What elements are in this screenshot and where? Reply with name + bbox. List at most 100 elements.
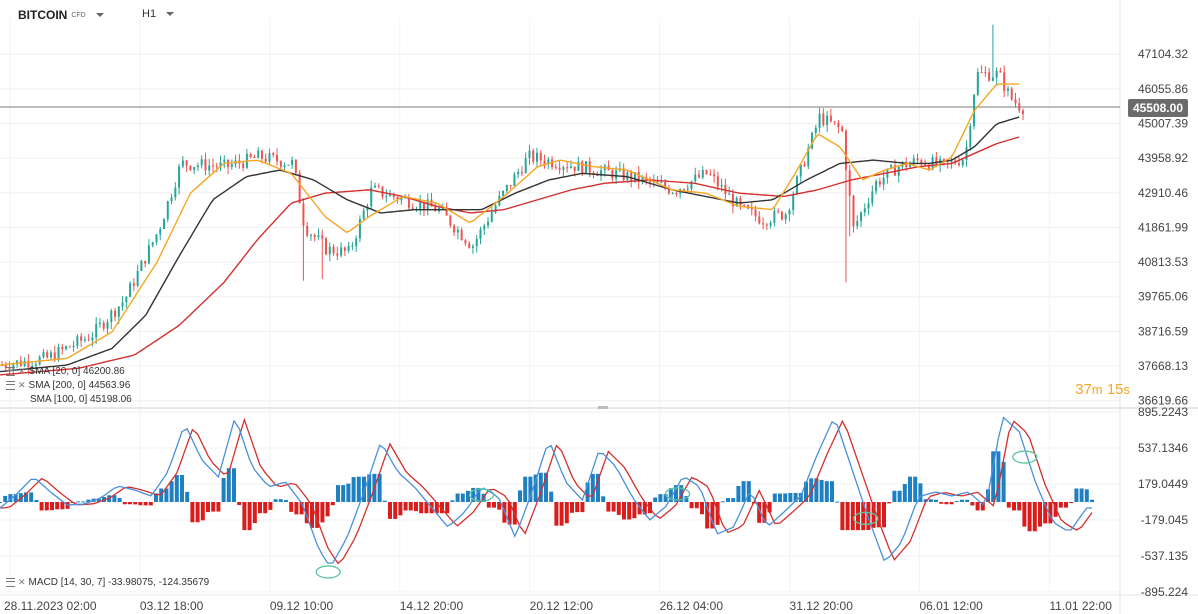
candle-body [42, 352, 45, 358]
candle-body [743, 204, 746, 206]
macd-histogram-bar [86, 499, 91, 502]
menu-icon[interactable] [6, 367, 15, 376]
macd-histogram-bar [1069, 502, 1074, 504]
candle-body [272, 153, 275, 155]
legend-sma-100[interactable]: SMA [100, 0] 45198.06 [6, 394, 132, 405]
menu-icon[interactable] [6, 381, 15, 390]
candle-body [215, 166, 218, 168]
legend-macd[interactable]: ✕ MACD [14, 30, 7] -33.98075, -124.35679 [6, 577, 209, 588]
macd-histogram-bar [237, 502, 242, 506]
candle-body [343, 247, 346, 251]
macd-histogram-bar [658, 494, 663, 503]
macd-histogram-bar [3, 495, 8, 502]
chevron-down-icon[interactable] [95, 13, 104, 17]
candle-body [370, 187, 373, 207]
symbol-selector[interactable]: BITCOIN CFD [18, 8, 104, 22]
macd-histogram-bar [60, 502, 65, 510]
macd-histogram-bar [856, 502, 860, 531]
macd-histogram-bar [1006, 502, 1011, 508]
candle-body [49, 352, 52, 358]
macd-axis-label: 895.2243 [1138, 405, 1188, 419]
candle-body [1006, 88, 1009, 91]
candle-body [114, 310, 117, 317]
macd-histogram-bar [928, 499, 933, 503]
candle-body [543, 160, 546, 165]
candle-body [313, 235, 316, 237]
candle-body [833, 121, 836, 123]
candle-body [257, 150, 260, 158]
candle-body [347, 246, 350, 251]
candle-body [91, 337, 94, 341]
price-axis-label: 43958.92 [1138, 151, 1188, 165]
close-icon[interactable]: ✕ [18, 366, 26, 376]
macd-histogram-bar [1090, 499, 1094, 503]
macd-histogram-bar [892, 490, 897, 502]
macd-histogram-bar [460, 493, 465, 503]
menu-icon[interactable] [6, 578, 15, 587]
candle-body [351, 245, 354, 247]
candle-body [562, 167, 565, 170]
macd-histogram-bar [117, 497, 122, 502]
macd-histogram-bar [580, 502, 585, 513]
legend-text: SMA [20, 0] 46200.86 [28, 366, 125, 377]
close-icon[interactable]: ✕ [18, 577, 26, 587]
macd-trough-highlight [468, 488, 495, 502]
candle-body [920, 160, 923, 165]
macd-histogram-bar [190, 502, 195, 523]
candle-body [893, 165, 896, 176]
macd-histogram-bar [788, 493, 793, 502]
candle-body [957, 163, 960, 166]
candle-body [924, 164, 927, 166]
macd-histogram-bar [216, 502, 221, 512]
candle-body [822, 113, 825, 125]
macd-histogram-bar [653, 497, 658, 503]
candle-body [551, 159, 554, 168]
macd-histogram-bar [50, 502, 54, 511]
pane-resize-handle[interactable] [598, 406, 608, 409]
macd-histogram-bar [174, 474, 179, 503]
macd-histogram-bar [726, 498, 730, 503]
candle-body [773, 210, 776, 223]
timeframe-selector[interactable]: H1 [142, 8, 175, 20]
macd-axis-label: -537.135 [1141, 549, 1189, 563]
chevron-down-icon[interactable] [166, 12, 175, 16]
candle-body [991, 77, 994, 81]
macd-histogram-bar [315, 502, 320, 528]
macd-histogram-bar [835, 501, 840, 503]
candle-body [871, 191, 874, 204]
macd-histogram-bar [606, 502, 611, 512]
macd-histogram-bar [226, 468, 231, 502]
macd-histogram-bar [325, 502, 330, 517]
macd-histogram-bar [814, 478, 819, 503]
candle-body [950, 160, 953, 163]
close-icon[interactable]: ✕ [18, 380, 26, 390]
legend-sma-20[interactable]: ✕ SMA [20, 0] 46200.86 [6, 366, 125, 377]
macd-histogram-bar [668, 488, 673, 502]
candle-body [110, 310, 113, 323]
candle-body [132, 283, 135, 286]
macd-histogram-bar [1022, 502, 1027, 527]
macd-histogram-bar [871, 502, 876, 528]
macd-histogram-bar [975, 502, 980, 511]
candle-body [588, 161, 591, 173]
candle-body [117, 306, 120, 317]
candle-body [80, 336, 83, 341]
legend-sma-200[interactable]: ✕ SMA [200, 0] 44563.96 [6, 380, 130, 391]
candle-body [385, 196, 388, 198]
macd-histogram-bar [804, 481, 808, 502]
macd-histogram-bar [601, 496, 606, 503]
candle-body [1022, 110, 1025, 114]
macd-histogram-bar [1058, 502, 1063, 508]
sma-20-line [0, 83, 1020, 366]
candle-body [513, 174, 516, 187]
macd-histogram-bar [356, 476, 361, 503]
macd-histogram-bar [76, 501, 80, 503]
candle-body [317, 235, 320, 237]
candle-body [460, 229, 463, 241]
macd-histogram-bar [1079, 488, 1084, 502]
candle-body [490, 212, 493, 222]
candle-body [309, 235, 312, 237]
candle-body [867, 203, 870, 209]
candle-body [260, 150, 263, 159]
